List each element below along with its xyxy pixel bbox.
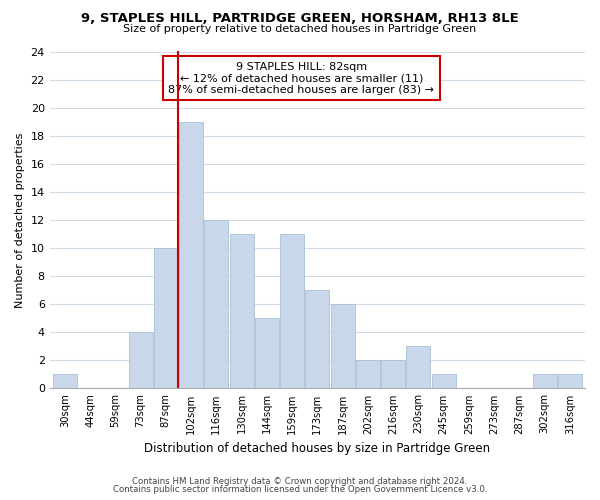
Bar	[305, 290, 329, 388]
Bar	[558, 374, 582, 388]
X-axis label: Distribution of detached houses by size in Partridge Green: Distribution of detached houses by size …	[144, 442, 490, 455]
Bar	[533, 374, 557, 388]
Bar	[331, 304, 355, 388]
Bar	[406, 346, 430, 389]
Text: Contains public sector information licensed under the Open Government Licence v3: Contains public sector information licen…	[113, 485, 487, 494]
Bar	[53, 374, 77, 388]
Bar	[431, 374, 455, 388]
Bar	[381, 360, 405, 388]
Bar	[255, 318, 279, 388]
Bar	[179, 122, 203, 388]
Bar	[356, 360, 380, 388]
Bar	[154, 248, 178, 388]
Bar	[280, 234, 304, 388]
Text: 9, STAPLES HILL, PARTRIDGE GREEN, HORSHAM, RH13 8LE: 9, STAPLES HILL, PARTRIDGE GREEN, HORSHA…	[81, 12, 519, 26]
Text: Contains HM Land Registry data © Crown copyright and database right 2024.: Contains HM Land Registry data © Crown c…	[132, 477, 468, 486]
Bar	[128, 332, 152, 388]
Y-axis label: Number of detached properties: Number of detached properties	[15, 132, 25, 308]
Text: Size of property relative to detached houses in Partridge Green: Size of property relative to detached ho…	[124, 24, 476, 34]
Bar	[230, 234, 254, 388]
Text: 9 STAPLES HILL: 82sqm
← 12% of detached houses are smaller (11)
87% of semi-deta: 9 STAPLES HILL: 82sqm ← 12% of detached …	[168, 62, 434, 95]
Bar	[205, 220, 229, 388]
